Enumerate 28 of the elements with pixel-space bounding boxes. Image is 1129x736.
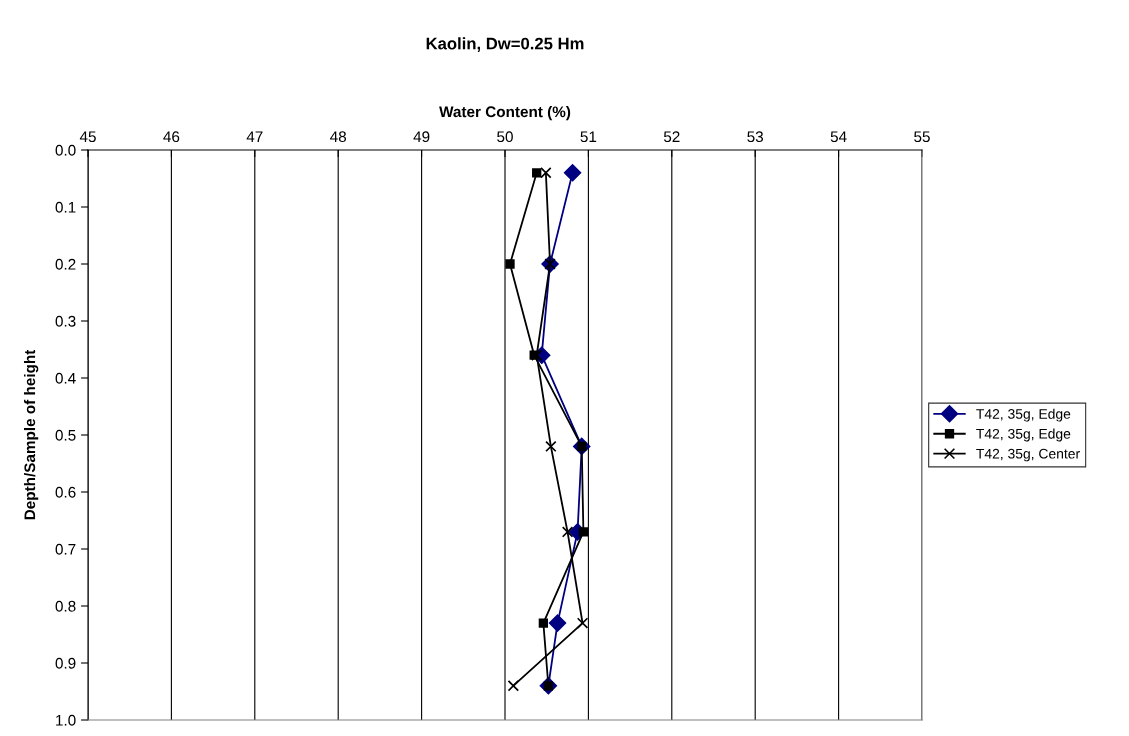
y-tick-label: 0.8 [55,600,76,612]
y-tick-label: 0.5 [55,429,76,441]
x-tick-label: 47 [246,131,263,142]
y-tick-label: 0.0 [55,144,76,156]
x-tick-label: 51 [580,131,597,143]
y-axis-title: Depth/Sample of height [23,349,39,520]
x-tick-label: 55 [914,131,930,143]
legend-label: T42, 35g, Edge [976,408,1071,422]
x-tick-label: 53 [747,131,764,143]
y-tick-label: 0.9 [55,657,76,669]
x-tick-label: 48 [330,131,347,143]
x-tick-label: 54 [830,131,847,143]
y-tick-label: 1.0 [56,714,76,726]
y-tick-label: 0.3 [55,315,76,327]
x-tick-label: 45 [79,131,96,143]
y-tick-label: 0.2 [55,258,76,270]
x-tick-label: 52 [663,131,680,143]
x-tick-label: 46 [163,131,180,143]
legend-label: T42, 35g, Center [976,448,1080,462]
chart-title: Kaolin, Dw=0.25 Hm [426,37,584,52]
y-tick-label: 0.7 [55,543,76,555]
y-tick-label: 0.6 [55,486,76,498]
legend-label: T42, 35g, Edge [976,428,1071,442]
y-tick-label: 0.1 [55,201,76,213]
x-tick-label: 49 [413,131,430,143]
x-axis-title: Water Content (%) [439,105,571,121]
x-tick-label: 50 [497,131,513,143]
y-tick-label: 0.4 [55,372,76,384]
